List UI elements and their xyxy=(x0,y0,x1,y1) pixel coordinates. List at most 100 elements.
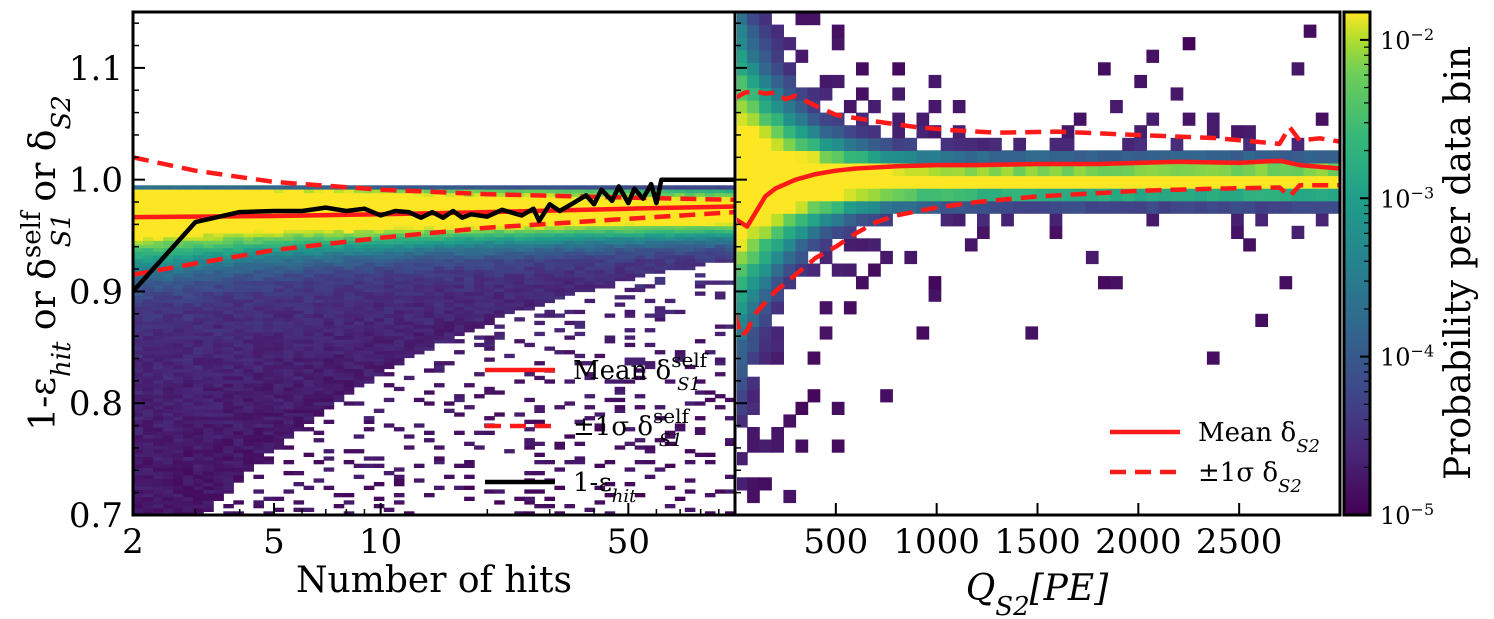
heatmap-cell xyxy=(584,221,596,227)
heatmap-cell xyxy=(1219,175,1232,189)
heatmap-cell xyxy=(283,331,295,337)
heatmap-cell xyxy=(323,221,335,227)
heatmap-cell xyxy=(133,460,144,465)
heatmap-cell xyxy=(163,430,174,435)
heatmap-cell xyxy=(594,225,606,230)
heatmap-cell xyxy=(133,427,144,432)
heatmap-cell xyxy=(143,317,154,322)
heatmap-cell xyxy=(373,225,385,230)
heatmap-cell xyxy=(213,203,224,208)
heatmap-cell xyxy=(153,357,164,362)
heatmap-cell xyxy=(173,320,184,326)
heatmap-cell xyxy=(193,207,204,212)
heatmap-cell xyxy=(253,504,264,509)
heatmap-cell xyxy=(892,150,905,164)
heatmap-cell xyxy=(173,383,184,388)
heatmap-cell xyxy=(494,192,505,197)
heatmap-cell xyxy=(771,326,784,340)
heatmap-cell xyxy=(644,247,656,252)
heatmap-cell xyxy=(634,236,646,241)
heatmap-cell xyxy=(233,291,244,296)
heatmap-cell xyxy=(203,379,214,384)
heatmap-cell xyxy=(273,372,285,377)
heatmap-cell xyxy=(313,229,325,234)
heatmap-cell xyxy=(424,298,435,304)
heatmap-cell xyxy=(694,210,706,216)
heatmap-cell xyxy=(892,112,905,126)
heatmap-cell xyxy=(454,287,465,293)
heatmap-cell xyxy=(634,221,646,227)
heatmap-cell xyxy=(747,489,760,504)
heatmap-cell xyxy=(413,243,425,249)
heatmap-cell xyxy=(807,125,821,139)
heatmap-cell xyxy=(293,243,305,249)
heatmap-cell xyxy=(283,262,295,267)
heatmap-cell xyxy=(514,412,525,417)
heatmap-cell xyxy=(223,251,234,256)
heatmap-cell xyxy=(193,185,204,190)
heatmap-cell xyxy=(524,251,535,256)
heatmap-cell xyxy=(393,328,405,333)
heatmap-cell xyxy=(494,262,505,267)
ylabel-p2-sub: S1 xyxy=(47,213,77,247)
heatmap-cell xyxy=(1134,175,1147,189)
heatmap-cell xyxy=(868,150,881,164)
heatmap-cell xyxy=(737,477,748,491)
heatmap-cell xyxy=(424,339,435,344)
heatmap-cell xyxy=(1037,200,1051,214)
heatmap-cell xyxy=(203,412,214,417)
heatmap-cell xyxy=(283,364,295,370)
heatmap-cell xyxy=(293,258,305,263)
heatmap-cell xyxy=(584,361,596,366)
heatmap-cell xyxy=(831,150,845,164)
heatmap-cell xyxy=(243,449,254,454)
heatmap-cell xyxy=(403,324,415,329)
heatmap-cell xyxy=(424,229,435,234)
heatmap-cell xyxy=(223,309,234,315)
heatmap-cell xyxy=(213,460,224,465)
heatmap-cell xyxy=(133,254,144,260)
heatmap-cell xyxy=(634,273,646,278)
heatmap-cell xyxy=(213,236,224,241)
heatmap-cell xyxy=(464,284,475,289)
heatmap-cell xyxy=(403,353,415,359)
heatmap-cell xyxy=(223,302,234,307)
heatmap-cell xyxy=(233,295,244,300)
heatmap-cell xyxy=(253,474,264,479)
heatmap-cell xyxy=(504,284,515,289)
heatmap-cell xyxy=(694,416,706,421)
heatmap-cell xyxy=(273,328,285,333)
heatmap-cell xyxy=(544,225,555,230)
heatmap-cell xyxy=(604,247,616,252)
heatmap-cell xyxy=(952,188,966,202)
heatmap-cell xyxy=(143,350,154,355)
heatmap-cell xyxy=(664,240,676,245)
heatmap-cell xyxy=(173,408,184,413)
heatmap-cell xyxy=(831,188,845,202)
heatmap-cell xyxy=(253,405,264,410)
heatmap-cell xyxy=(263,251,274,256)
heatmap-cell xyxy=(233,276,244,282)
heatmap-cell xyxy=(759,339,772,353)
heatmap-cell xyxy=(213,320,224,326)
heatmap-cell xyxy=(977,225,990,239)
heatmap-cell xyxy=(634,262,646,267)
heatmap-cell xyxy=(434,251,445,256)
heatmap-cell xyxy=(383,324,395,329)
heatmap-cell xyxy=(233,185,244,190)
heatmap-cell xyxy=(737,401,748,415)
heatmap-cell xyxy=(393,298,405,304)
heatmap-cell xyxy=(253,361,264,366)
heatmap-cell xyxy=(444,203,455,208)
heatmap-cell xyxy=(193,364,204,370)
heatmap-cell xyxy=(333,368,345,373)
heatmap-cell xyxy=(253,199,264,205)
heatmap-cell xyxy=(333,229,345,234)
heatmap-cell xyxy=(584,372,596,377)
heatmap-cell xyxy=(694,225,706,230)
heatmap-cell xyxy=(263,199,274,205)
heatmap-cell xyxy=(283,489,295,494)
heatmap-cell xyxy=(524,419,535,424)
heatmap-cell xyxy=(484,262,495,267)
heatmap-cell xyxy=(393,185,405,190)
